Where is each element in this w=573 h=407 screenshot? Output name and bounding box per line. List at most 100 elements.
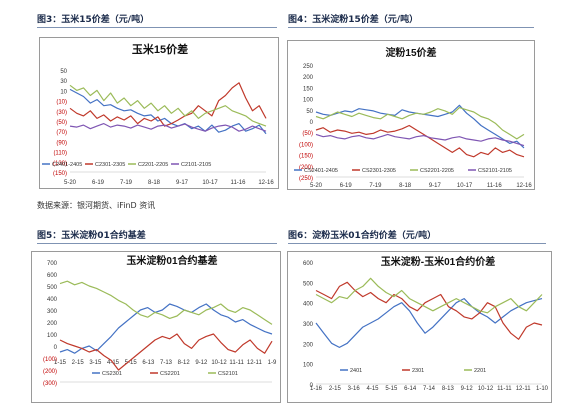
y-tick-label: (100) xyxy=(43,357,57,363)
chart-panel-2: 250 200 150 100 50 0 (50) (100) (150) (200) (250) 5… xyxy=(287,40,535,190)
y-tick-label: 50 xyxy=(60,69,67,75)
y-tick-label: (150) xyxy=(53,171,67,177)
legend-label: 2201 xyxy=(474,368,486,374)
x-tick-label: 6-19 xyxy=(92,180,105,186)
x-tick-label: 6-13 xyxy=(142,360,155,366)
figure-6-caption: 图6：淀粉玉米01合约价差（元/吨） xyxy=(288,231,437,241)
y-tick-label: 300 xyxy=(303,322,314,328)
y-tick-label: 0 xyxy=(54,345,58,351)
x-tick-label: 6-14 xyxy=(404,386,417,392)
y-tick-label: (200) xyxy=(299,165,313,171)
figure-3-caption: 图3：玉米15价差（元/吨） xyxy=(37,15,150,25)
y-tick-label: 100 xyxy=(303,363,314,369)
x-tick-label: 11-16 xyxy=(231,180,247,186)
series-line-CS2301 xyxy=(59,303,273,354)
y-tick-label: 200 xyxy=(303,75,314,81)
y-tick-label: 100 xyxy=(303,98,314,104)
y-tick-label: 500 xyxy=(303,281,314,287)
x-tick-label: 9-12 xyxy=(461,386,474,392)
starch-corn-01-spread-chart: 600 500 400 300 200 100 01-16 2-15 3-16 4-15 5-15 6… xyxy=(303,255,549,392)
y-tick-label: 700 xyxy=(47,261,58,267)
series-line-CS2201 xyxy=(59,333,273,371)
figure-3-rule xyxy=(37,27,277,28)
y-tick-label: 0 xyxy=(310,120,314,126)
x-tick-label: 2-15 xyxy=(72,360,85,366)
x-tick-label: 12-16 xyxy=(516,183,532,189)
figure-4-caption: 图4：玉米淀粉15价差（元/吨） xyxy=(288,15,419,25)
data-source-note: 数据来源：银河期货、iFinD 资讯 xyxy=(37,201,156,210)
series-line-2301 xyxy=(315,281,543,340)
x-tick-label: 9-17 xyxy=(429,183,442,189)
y-tick-label: (200) xyxy=(43,369,57,375)
y-tick-label: 500 xyxy=(47,285,58,291)
x-tick-label: 5-20 xyxy=(310,183,323,189)
x-tick-label: 1-15 xyxy=(54,360,67,366)
x-tick-label: 11-11 xyxy=(497,386,512,392)
x-tick-label: 1-9 xyxy=(268,360,277,366)
series-line-C2101-2105 xyxy=(69,122,267,132)
chart-title: 玉米淀粉-玉米01合约价差 xyxy=(381,255,495,268)
y-tick-label: 200 xyxy=(47,321,58,327)
x-tick-label: 10-17 xyxy=(457,183,473,189)
y-tick-label: (150) xyxy=(299,154,313,160)
x-tick-label: 10-17 xyxy=(202,180,218,186)
x-tick-label: 7-19 xyxy=(369,183,382,189)
series-line-CS2101 xyxy=(59,280,273,325)
y-tick-label: 30 xyxy=(60,79,67,85)
starch-15-spread-chart: 250 200 150 100 50 0 (50) (100) (150) (200) (250)5… xyxy=(294,46,532,189)
figure-5-rule xyxy=(37,243,277,244)
y-tick-label: (30) xyxy=(56,110,67,116)
chart-panel-4: 600 500 400 300 200 100 0 1-16 2-15 3-16 4-15 5-15 6… xyxy=(287,251,552,403)
corn-15-spread-chart: 50 30 10 (10) (30) (50) (70) (90) (110) (130) (150… xyxy=(42,42,274,186)
x-tick-label: 1-10 xyxy=(536,386,549,392)
y-tick-label: 0 xyxy=(310,383,314,389)
y-tick-label: 250 xyxy=(303,64,314,70)
legend-label: CS2301 xyxy=(102,371,122,377)
x-tick-label: 8-18 xyxy=(399,183,412,189)
figure-4-rule xyxy=(288,27,534,28)
legend-label: CS2401-2405 xyxy=(304,168,338,174)
series-line-CS2301-2305 xyxy=(315,124,525,158)
series-line-CS2101-2105 xyxy=(315,133,525,147)
legend-label: CS2301-2305 xyxy=(362,168,396,174)
y-tick-label: 150 xyxy=(303,86,314,92)
x-tick-label: 12-11 xyxy=(247,360,263,366)
y-tick-label: (110) xyxy=(53,151,67,157)
series-line-C2401-2405 xyxy=(69,88,267,135)
x-tick-label: 12-16 xyxy=(258,180,274,186)
x-tick-label: 6-19 xyxy=(340,183,353,189)
chart-title: 玉米15价差 xyxy=(132,42,188,56)
y-tick-label: 400 xyxy=(47,297,58,303)
x-tick-label: 3-15 xyxy=(89,360,102,366)
x-tick-label: 10-12 xyxy=(478,386,494,392)
x-tick-label: 7-14 xyxy=(423,386,436,392)
y-tick-label: (50) xyxy=(56,120,67,126)
x-tick-label: 8-18 xyxy=(148,180,161,186)
y-tick-label: (130) xyxy=(53,161,67,167)
x-tick-label: 11-16 xyxy=(487,183,503,189)
y-tick-label: (50) xyxy=(302,131,313,137)
x-tick-label: 7-19 xyxy=(120,180,133,186)
series-line-C2301-2305 xyxy=(69,82,267,127)
chart-title: 淀粉15价差 xyxy=(385,46,436,59)
figure-6-rule xyxy=(288,243,546,244)
x-tick-label: 10-12 xyxy=(211,360,227,366)
legend-label: CS2101 xyxy=(218,371,238,377)
y-tick-label: (10) xyxy=(56,100,67,106)
x-tick-label: 12-11 xyxy=(516,386,532,392)
x-tick-label: 9-17 xyxy=(176,180,189,186)
figure-5-caption: 图5：玉米淀粉01合约基差 xyxy=(37,231,146,241)
series-line-CS2401-2405 xyxy=(315,104,525,149)
y-tick-label: 400 xyxy=(303,302,314,308)
x-tick-label: 1-16 xyxy=(310,386,323,392)
y-tick-label: 300 xyxy=(47,309,58,315)
x-tick-label: 5-20 xyxy=(64,180,77,186)
x-tick-label: 4-15 xyxy=(366,386,379,392)
series-line-2201 xyxy=(315,277,543,314)
x-tick-label: 5-15 xyxy=(125,360,138,366)
y-tick-label: 600 xyxy=(303,261,314,267)
starch-01-basis-chart: 700 600 500 400 300 200 100 0 (100) (200) (300) 1-1… xyxy=(43,254,277,387)
legend-label: CS2201 xyxy=(160,371,180,377)
y-tick-label: 100 xyxy=(47,333,58,339)
legend-label: C2401-2405 xyxy=(52,162,82,168)
